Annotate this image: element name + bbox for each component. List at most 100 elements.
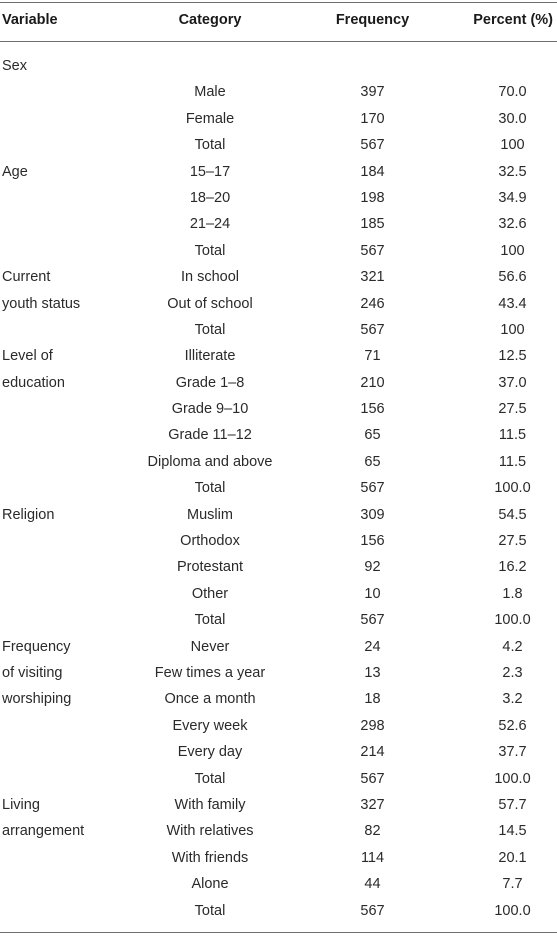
- cell-percent: 100.0: [494, 902, 531, 919]
- cell-percent: 56.6: [498, 269, 527, 286]
- table-row: Age 15–17 184 32.5: [0, 161, 557, 187]
- cell-frequency: 567: [360, 321, 385, 338]
- table-row: With friends 114 20.1: [0, 847, 557, 873]
- cell-category: Every day: [177, 744, 243, 761]
- cell-percent: 54.5: [498, 506, 527, 523]
- cell-category: Illiterate: [184, 348, 236, 365]
- cell-category: 18–20: [189, 189, 231, 206]
- cell-variable: of visiting: [2, 664, 63, 681]
- cell-category: Grade 9–10: [171, 401, 249, 418]
- cell-percent: 52.6: [498, 717, 527, 734]
- cell-frequency: 567: [360, 612, 385, 629]
- cell-frequency: 114: [360, 849, 385, 866]
- cell-frequency: 13: [364, 664, 381, 681]
- cell-variable: Frequency: [2, 638, 71, 655]
- table-row: education Grade 1–8 210 37.0: [0, 372, 557, 398]
- cell-percent: 100.0: [494, 480, 531, 497]
- cell-variable: Living: [2, 796, 40, 813]
- cell-category: With relatives: [166, 823, 254, 840]
- cell-frequency: 82: [364, 823, 381, 840]
- cell-percent: 100.0: [494, 612, 531, 629]
- header-category: Category: [178, 12, 242, 28]
- table-row: Total 567 100: [0, 240, 557, 266]
- cell-frequency: 44: [364, 876, 381, 893]
- cell-category: With family: [174, 796, 246, 813]
- cell-frequency: 567: [360, 242, 385, 259]
- cell-frequency: 567: [360, 770, 385, 787]
- cell-frequency: 309: [360, 506, 385, 523]
- cell-percent: 37.0: [498, 374, 527, 391]
- cell-variable: Level of: [2, 348, 53, 365]
- cell-frequency: 567: [360, 902, 385, 919]
- cell-category: Male: [194, 84, 226, 101]
- cell-percent: 16.2: [498, 559, 527, 576]
- cell-category: Total: [194, 137, 226, 154]
- cell-category: Total: [194, 770, 226, 787]
- table-body: Sex Male 397 70.0 Female 170 30.0 Total 567 100 Ag…: [0, 55, 557, 926]
- cell-frequency: 214: [360, 744, 385, 761]
- cell-percent: 32.5: [498, 163, 527, 180]
- cell-percent: 30.0: [498, 110, 527, 127]
- cell-category: Grade 11–12: [168, 427, 252, 444]
- table-row: Frequency Never 24 4.2: [0, 636, 557, 662]
- cell-percent: 12.5: [498, 348, 527, 365]
- cell-category: Total: [194, 902, 226, 919]
- cell-frequency: 198: [360, 189, 385, 206]
- top-rule: [0, 2, 557, 3]
- cell-category: In school: [180, 269, 240, 286]
- table-row: worshiping Once a month 18 3.2: [0, 688, 557, 714]
- cell-variable: Current: [2, 269, 51, 286]
- cell-category: Once a month: [164, 691, 256, 708]
- cell-frequency: 184: [360, 163, 385, 180]
- cell-category: Protestant: [176, 559, 244, 576]
- table-row: Every week 298 52.6: [0, 715, 557, 741]
- cell-frequency: 18: [364, 691, 381, 708]
- cell-frequency: 567: [360, 137, 385, 154]
- cell-percent: 4.2: [502, 638, 523, 655]
- cell-frequency: 10: [364, 585, 381, 602]
- cell-category: Muslim: [187, 506, 233, 523]
- cell-frequency: 65: [364, 427, 381, 444]
- cell-variable: Religion: [2, 506, 55, 523]
- cell-percent: 43.4: [498, 295, 527, 312]
- table-row: Total 567 100.0: [0, 768, 557, 794]
- table-row: Other 10 1.8: [0, 583, 557, 609]
- cell-variable: youth status: [2, 295, 81, 312]
- header-frequency: Frequency: [335, 12, 410, 28]
- cell-variable: education: [2, 374, 65, 391]
- cell-category: Female: [185, 110, 235, 127]
- cell-frequency: 397: [360, 84, 385, 101]
- cell-category: Never: [190, 638, 230, 655]
- cell-category: 21–24: [189, 216, 231, 233]
- table-row: Every day 214 37.7: [0, 741, 557, 767]
- cell-frequency: 156: [360, 401, 385, 418]
- cell-frequency: 327: [360, 796, 385, 813]
- cell-percent: 100: [500, 321, 525, 338]
- cell-frequency: 92: [364, 559, 381, 576]
- cell-category: Out of school: [167, 295, 253, 312]
- table-row: Total 567 100: [0, 134, 557, 160]
- cell-category: Alone: [191, 876, 229, 893]
- cell-frequency: 321: [360, 269, 385, 286]
- table-row: arrangement With relatives 82 14.5: [0, 820, 557, 846]
- cell-category: Grade 1–8: [175, 374, 245, 391]
- cell-percent: 27.5: [498, 401, 527, 418]
- cell-frequency: 298: [360, 717, 385, 734]
- cell-percent: 57.7: [498, 796, 527, 813]
- table-row: Living With family 327 57.7: [0, 794, 557, 820]
- cell-category: Diploma and above: [147, 453, 273, 470]
- cell-frequency: 24: [364, 638, 381, 655]
- cell-percent: 3.2: [502, 691, 523, 708]
- cell-category: Few times a year: [154, 664, 266, 681]
- cell-percent: 11.5: [498, 427, 527, 444]
- table-row: 21–24 185 32.6: [0, 213, 557, 239]
- cell-percent: 7.7: [502, 876, 523, 893]
- cell-category: With friends: [171, 849, 249, 866]
- cell-category: Total: [194, 480, 226, 497]
- bottom-rule: [0, 932, 557, 933]
- table-row: Diploma and above 65 11.5: [0, 451, 557, 477]
- table-row: Total 567 100.0: [0, 900, 557, 926]
- table-row: Grade 9–10 156 27.5: [0, 398, 557, 424]
- table-row: Sex: [0, 55, 557, 81]
